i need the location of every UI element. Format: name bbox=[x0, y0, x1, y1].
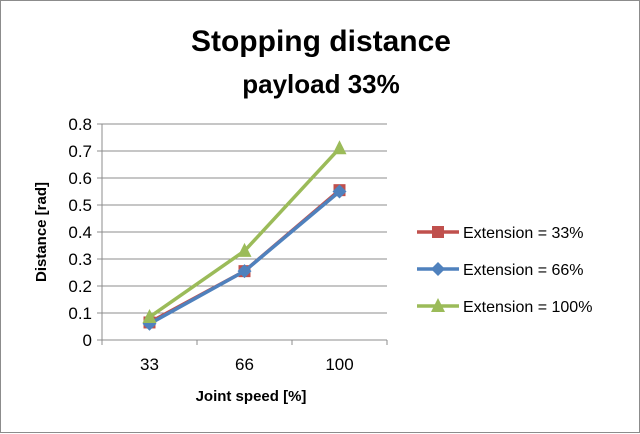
grid-lines bbox=[102, 123, 387, 314]
triangle-marker bbox=[431, 298, 445, 312]
y-tick-label: 0.2 bbox=[68, 277, 92, 296]
triangle-marker bbox=[237, 242, 252, 257]
series-line bbox=[148, 147, 341, 319]
x-tick-label: 100 bbox=[325, 355, 353, 374]
y-tick-label: 0.6 bbox=[68, 169, 92, 188]
y-tick-label: 0.7 bbox=[68, 142, 92, 161]
legend-label: Extension = 33% bbox=[463, 225, 584, 242]
x-tick-label: 33 bbox=[140, 355, 159, 374]
chart-subtitle: payload 33% bbox=[242, 69, 400, 99]
y-tick-label: 0.3 bbox=[68, 250, 92, 269]
y-tick-label: 0.4 bbox=[68, 223, 92, 242]
triangle-marker bbox=[332, 140, 347, 155]
diamond-marker bbox=[431, 262, 445, 276]
y-axis-title: Distance [rad] bbox=[33, 182, 50, 282]
x-axis-title: Joint speed [%] bbox=[196, 388, 307, 405]
square-marker bbox=[432, 226, 444, 238]
y-tick-label: 0.5 bbox=[68, 196, 92, 215]
axes bbox=[97, 123, 388, 345]
series-lines bbox=[142, 140, 347, 331]
chart-title: Stopping distance bbox=[191, 25, 451, 58]
triangle-marker bbox=[142, 309, 157, 324]
x-tick-labels: 33 66 100 bbox=[140, 355, 354, 374]
diamond-marker bbox=[237, 264, 252, 279]
legend-label: Extension = 100% bbox=[463, 299, 592, 316]
y-tick-label: 0 bbox=[83, 331, 92, 350]
diamond-marker bbox=[332, 184, 347, 199]
series-line bbox=[148, 190, 341, 326]
y-tick-label: 0.1 bbox=[68, 304, 92, 323]
y-tick-labels: 0 0.1 0.2 0.3 0.4 0.5 0.6 0.7 0.8 bbox=[68, 115, 92, 350]
legend-label: Extension = 66% bbox=[463, 262, 584, 279]
x-tick-label: 66 bbox=[235, 355, 254, 374]
y-tick-label: 0.8 bbox=[68, 115, 92, 134]
legend: Extension = 33% Extension = 66% Extension … bbox=[417, 225, 592, 316]
